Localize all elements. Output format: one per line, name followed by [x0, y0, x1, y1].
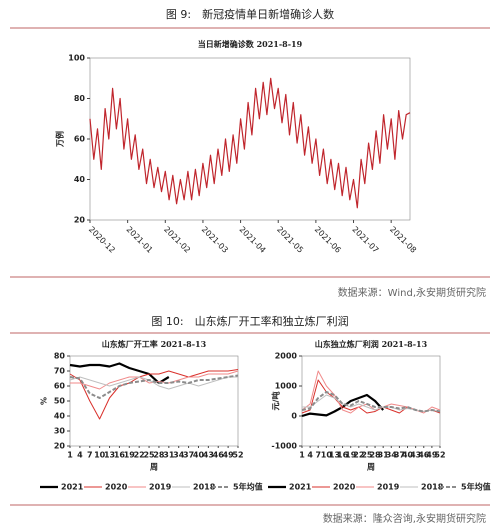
x-tick-label: 10 — [321, 451, 333, 460]
chart-title: 山东独立炼厂利润 2021-8-13 — [315, 339, 428, 349]
x-tick-label: 43 — [203, 451, 214, 460]
x-axis-label: 周 — [367, 463, 375, 472]
x-tick-label: 7 — [315, 451, 321, 460]
y-axis-label: % — [40, 397, 49, 405]
series-line — [301, 391, 441, 413]
x-tick-label: 2021-08 — [388, 225, 418, 255]
chart-title: 山东炼厂开工率 2021-8-13 — [102, 339, 207, 349]
x-tick-label: 2021-01 — [124, 225, 154, 255]
x-tick-label: 37 — [183, 451, 194, 460]
x-tick-label: 37 — [394, 451, 405, 460]
x-tick-label: 2021-05 — [275, 225, 305, 255]
y-tick-label: 0 — [291, 412, 297, 421]
series-line — [69, 376, 238, 390]
legend-label: 5年均值 — [233, 482, 263, 492]
x-tick-label: 31 — [163, 451, 175, 460]
x-tick-label: 4 — [307, 451, 313, 460]
x-tick-label: 34 — [173, 451, 185, 460]
x-tick-label: 25 — [143, 451, 155, 460]
x-tick-label: 43 — [410, 451, 421, 460]
x-tick-label: 40 — [193, 451, 205, 460]
legend-label: 2020 — [333, 483, 356, 492]
x-tick-label: 46 — [418, 451, 430, 460]
x-tick-label: 7 — [87, 451, 93, 460]
series-line — [69, 369, 239, 420]
series-line — [89, 77, 411, 209]
legend-label: 2018 — [193, 483, 216, 492]
y-tick-label: 60 — [74, 135, 86, 144]
x-tick-label: 13 — [104, 451, 115, 460]
x-tick-label: 2020-12 — [87, 225, 117, 255]
x-tick-label: 22 — [134, 451, 145, 460]
x-tick-label: 2021-06 — [313, 225, 343, 255]
x-tick-label: 25 — [361, 451, 373, 460]
source: 数据来源：隆众咨询,永安期货研究院 — [323, 512, 486, 525]
chart-title: 当日新增确诊数 2021-8-19 — [198, 39, 303, 49]
x-tick-label: 16 — [337, 451, 349, 460]
x-tick-label: 13 — [329, 451, 340, 460]
x-tick-label: 2021-04 — [237, 225, 267, 255]
caption: 图 10: 山东炼厂开工率和独立炼厂利润 — [151, 314, 348, 328]
plot-frame — [69, 355, 239, 447]
legend-label: 2021 — [61, 483, 84, 492]
x-tick-label: 49 — [223, 451, 235, 460]
y-tick-label: 60 — [54, 382, 66, 391]
y-tick-label: 30 — [54, 427, 66, 436]
x-tick-label: 2021-03 — [200, 225, 230, 255]
x-tick-label: 46 — [213, 451, 225, 460]
x-tick-label: 28 — [369, 451, 381, 460]
y-tick-label: 70 — [54, 367, 66, 376]
x-tick-label: 19 — [124, 451, 136, 460]
y-axis-label: 万例 — [55, 131, 65, 148]
y-tick-label: 2000 — [275, 352, 298, 361]
x-tick-label: 4 — [77, 451, 83, 460]
x-tick-label: 1 — [67, 451, 73, 460]
x-tick-label: 52 — [434, 451, 445, 460]
plot-frame — [89, 57, 411, 221]
legend-label: 2019 — [377, 483, 400, 492]
legend-label: 2020 — [105, 483, 128, 492]
x-tick-label: 31 — [378, 451, 390, 460]
y-tick-label: 50 — [54, 397, 66, 406]
x-tick-label: 40 — [402, 451, 414, 460]
x-tick-label: 1 — [299, 451, 305, 460]
y-tick-label: 20 — [74, 216, 86, 225]
x-tick-label: 49 — [426, 451, 438, 460]
y-tick-label: 40 — [74, 175, 86, 184]
legend-label: 2019 — [149, 483, 172, 492]
x-tick-label: 34 — [386, 451, 398, 460]
x-tick-label: 10 — [94, 451, 106, 460]
y-tick-label: 1000 — [275, 382, 298, 391]
x-tick-label: 2021-07 — [350, 225, 380, 255]
x-tick-label: 52 — [232, 451, 243, 460]
y-axis-label: 元/吨 — [271, 392, 281, 411]
y-tick-label: -1000 — [271, 442, 297, 451]
source: 数据来源：Wind,永安期货研究院 — [338, 286, 486, 299]
y-tick-label: 20 — [54, 442, 66, 451]
legend-label: 2021 — [289, 483, 312, 492]
caption: 图 9: 新冠疫情单日新增确诊人数 — [166, 7, 334, 21]
plot-frame — [301, 355, 441, 447]
series-line — [301, 370, 441, 414]
series-line — [301, 393, 385, 418]
legend-label: 2018 — [421, 483, 444, 492]
y-tick-label: 100 — [68, 54, 85, 63]
x-tick-label: 2021-02 — [162, 225, 192, 255]
y-tick-label: 80 — [54, 352, 66, 361]
y-tick-label: 80 — [74, 94, 86, 103]
x-tick-label: 19 — [345, 451, 357, 460]
series-line — [69, 374, 239, 399]
x-tick-label: 22 — [353, 451, 364, 460]
x-axis-label: 周 — [150, 463, 158, 472]
series-line — [69, 362, 170, 385]
x-tick-label: 28 — [153, 451, 165, 460]
legend-label: 5年均值 — [461, 482, 491, 492]
y-tick-label: 40 — [54, 412, 66, 421]
x-tick-label: 16 — [114, 451, 126, 460]
